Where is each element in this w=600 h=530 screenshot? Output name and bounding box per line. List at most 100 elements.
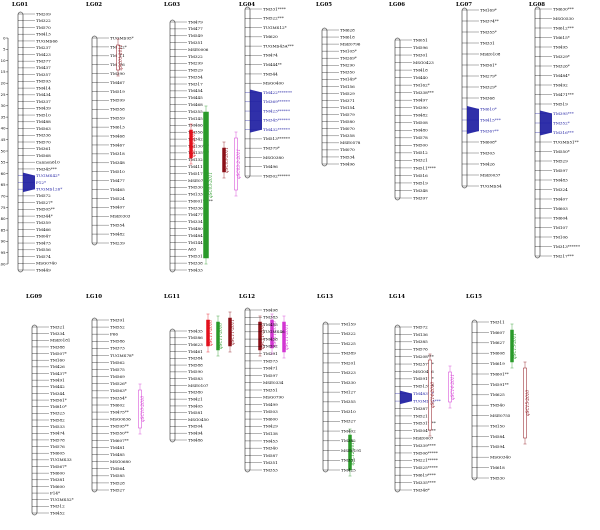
marker-label: TM239 <box>110 240 125 245</box>
scale-tick-label: 40 <box>1 126 6 131</box>
marker-label: TM209 <box>36 11 51 16</box>
qtl-label: qSC11-2010 <box>272 321 277 347</box>
marker-label: TM578 <box>50 437 65 442</box>
marker-label: TM348* <box>413 487 430 492</box>
linkage-group-lg12: LG12 TM498 TM383 TM455 TUGMS46 TM438 TM592 TM29… <box>239 294 355 477</box>
marker-label: TM499 <box>263 402 278 407</box>
marker-label: TM418 <box>413 67 428 72</box>
marker-label: MSG0450 <box>188 417 209 422</box>
marker-label: TUGMS54 <box>480 183 502 188</box>
cm-scale: 0 5 10 15 20 25 30 35 40 45 50 55 60 65 70 75 80 85 90 95 10… <box>0 35 9 266</box>
marker-label: TM530 <box>188 185 203 190</box>
marker-label: TM491 <box>50 377 65 382</box>
marker-label: TM471*** <box>553 92 574 97</box>
qtl-interval: qSC11-2011 <box>282 315 289 359</box>
marker-label: TM492 <box>553 82 568 87</box>
marker-label: TM336 <box>36 133 51 138</box>
qtl-bar <box>428 359 432 431</box>
marker-label: TM467 <box>110 142 125 147</box>
qtl-label: qSC14-2010 <box>430 382 435 408</box>
marker-label: TM385 <box>413 339 428 344</box>
marker-label: TM208*** <box>413 354 434 359</box>
group-title: LG11 <box>164 294 180 300</box>
highlighted-marker-block <box>23 172 35 193</box>
marker-label: TM390 <box>110 71 125 76</box>
marker-label: TM433 <box>188 267 203 272</box>
marker-label: TM130*** <box>188 143 209 148</box>
chromosome-bar <box>322 321 329 473</box>
marker-label: TM604 <box>553 215 568 220</box>
marker-label: TM435 <box>188 328 203 333</box>
group-title: LG09 <box>26 294 42 300</box>
marker-label: TM159 <box>341 321 356 326</box>
linkage-group-lg09: LG09TM321TM334MSE0181TM388TM507*TM160TM4… <box>26 294 74 515</box>
marker-label: TM415*** <box>480 117 501 122</box>
marker-label: TM369****** <box>263 99 290 104</box>
marker-label: TM395*** <box>553 111 574 116</box>
marker-label: TM330 <box>341 380 356 385</box>
qtl-bar <box>510 329 514 363</box>
qtl-label: qSC03-2011 <box>224 147 229 173</box>
qtl-label: qSC01-2011 <box>118 44 123 70</box>
qtl-interval: qSC14-2010 <box>428 353 435 437</box>
marker-label: TM311 <box>490 319 505 324</box>
marker-label: TM619 <box>490 361 505 366</box>
marker-label: TM530 <box>490 475 505 480</box>
marker-label: TM519 <box>110 89 125 94</box>
marker-label: TM359 <box>36 220 51 225</box>
marker-label: TM594 <box>490 444 505 449</box>
marker-label: TM496 <box>263 164 278 169</box>
marker-label: TM573 <box>263 358 278 363</box>
marker-label: Cannon610 <box>36 160 60 165</box>
marker-label: TM465 <box>110 187 125 192</box>
marker-label: TM599 <box>110 98 125 103</box>
marker-label: TM550** <box>110 431 129 436</box>
qtl-bar <box>203 111 209 259</box>
marker-label: TM384 <box>188 356 203 361</box>
marker-label: TM605 <box>50 451 65 456</box>
qtl-label: qSC15-2011 <box>512 333 517 359</box>
marker-label: TM494 <box>188 431 203 436</box>
qtl-bar <box>206 319 210 347</box>
marker-label: MSE0755 <box>490 413 511 418</box>
marker-label: TM449 <box>36 267 51 272</box>
marker-label: TM592 <box>263 344 278 349</box>
marker-label: TM581 <box>188 410 203 415</box>
marker-label: TM480 <box>413 128 428 133</box>
marker-label: TM422******* <box>263 90 292 95</box>
marker-label: TM310 <box>341 409 356 414</box>
qtl-label: qSC11-2011 <box>230 319 235 345</box>
marker-label: TUGMS52* <box>50 497 74 502</box>
marker-label: TM001***** <box>188 198 213 203</box>
marker-label: MSG0380 <box>263 155 284 160</box>
marker-label: TM627 <box>490 340 505 345</box>
marker-label: TM329* <box>480 84 497 89</box>
marker-label: TM237 <box>36 45 51 50</box>
marker-label: TM390 <box>413 105 428 110</box>
marker-label: TM380 <box>188 390 203 395</box>
marker-label: TM471 <box>263 366 278 371</box>
marker-label: TM334 <box>50 331 65 336</box>
marker-label: TM337 <box>36 99 51 104</box>
marker-label: TM591** <box>490 382 509 387</box>
marker-label: TM381 <box>50 477 65 482</box>
group-title: LG05 <box>316 2 332 8</box>
marker-label: A63 <box>187 247 197 252</box>
marker-label: TM615* <box>553 35 570 40</box>
marker-label: TM345****** <box>263 118 290 123</box>
qtl-interval: qSC10-2010 <box>138 383 145 435</box>
marker-label: TM348 <box>110 160 125 165</box>
marker-label: TM569 <box>110 374 125 379</box>
marker-label: TM357 <box>36 72 51 77</box>
marker-label: TM407 <box>553 196 568 201</box>
marker-label: TM344* <box>36 213 53 218</box>
marker-label: TM529 <box>188 68 203 73</box>
qtl-bar <box>348 434 352 471</box>
marker-label: TM556 <box>36 247 51 252</box>
marker-label: TM338*** <box>413 90 434 95</box>
marker-label: TUGMS78* <box>110 353 134 358</box>
marker-label: TM105* <box>340 49 357 54</box>
marker-label: TM402 <box>341 428 356 433</box>
marker-label: TM579 <box>340 112 355 117</box>
